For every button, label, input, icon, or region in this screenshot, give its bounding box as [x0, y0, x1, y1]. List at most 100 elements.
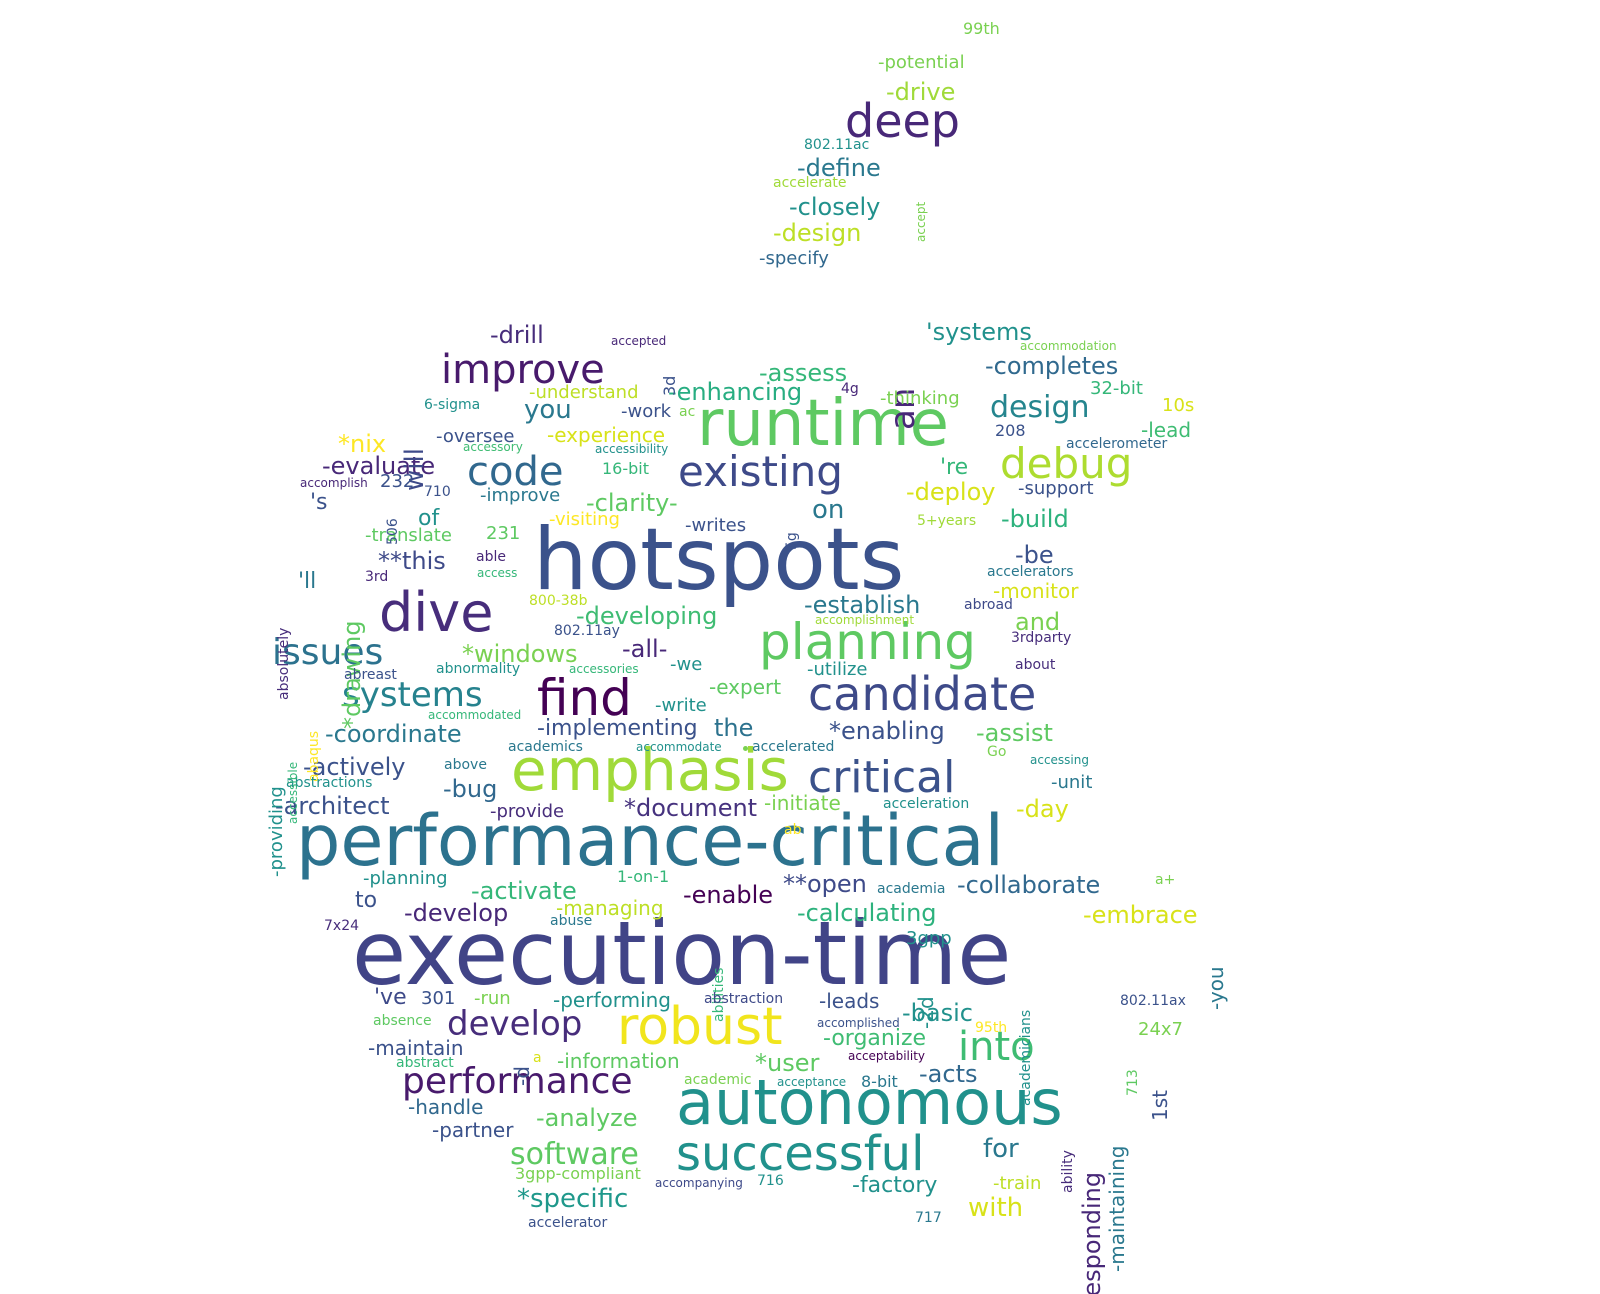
- word: deep: [845, 94, 960, 148]
- word: performance-critical: [296, 800, 1004, 882]
- word: -2d: [914, 996, 938, 1029]
- word: software: [510, 1137, 639, 1172]
- word: acceleration: [883, 796, 970, 812]
- word: -factory: [852, 1173, 938, 1198]
- word: -design: [773, 219, 862, 247]
- word: accessories: [569, 662, 639, 676]
- word: 24x7: [1138, 1019, 1184, 1040]
- word: Go: [987, 744, 1007, 760]
- word: -performing: [553, 988, 671, 1012]
- word: 3rd: [365, 569, 389, 585]
- word: -closely: [789, 193, 881, 221]
- word: **open: [783, 870, 867, 898]
- word: academicians: [1018, 1009, 1034, 1106]
- word: 8-bit: [861, 1072, 898, 1091]
- word: accommodated: [428, 708, 522, 722]
- word: the: [714, 714, 754, 742]
- word: 802.11ac: [804, 137, 870, 153]
- word: accommodation: [1020, 339, 1117, 353]
- word: -acts: [919, 1060, 978, 1088]
- word: 802.11ay: [554, 623, 620, 639]
- word: systems: [342, 675, 483, 715]
- word: into: [958, 1024, 1035, 1070]
- word: accessible: [286, 761, 300, 824]
- word: -writes: [685, 515, 747, 536]
- word: academic: [684, 1072, 752, 1088]
- word: accomplished: [817, 1016, 900, 1030]
- word: -oversee: [436, 426, 515, 447]
- word: -experience: [547, 423, 666, 447]
- word: accelerometer: [1066, 436, 1168, 452]
- word: -initiate: [764, 791, 841, 815]
- word: runtime: [697, 387, 950, 461]
- word: -understand: [529, 382, 639, 403]
- word: accessibility: [595, 442, 669, 456]
- word: for: [983, 1134, 1019, 1164]
- word: 710: [424, 484, 451, 500]
- word: above: [444, 757, 487, 773]
- word: issues: [272, 632, 384, 673]
- word: 's: [310, 490, 328, 515]
- word: 800-38b: [529, 593, 588, 609]
- word: you: [524, 395, 572, 425]
- word: access: [477, 566, 518, 580]
- word: -translate: [365, 525, 452, 546]
- word: *user: [755, 1049, 820, 1077]
- word: -activate: [471, 877, 577, 905]
- word: 're: [940, 455, 969, 480]
- word: 1st: [1148, 1090, 1172, 1121]
- word: ab: [784, 822, 802, 838]
- word: autonomous: [676, 1066, 1063, 1139]
- word: -calculating: [797, 899, 937, 927]
- word: -drive: [886, 78, 956, 106]
- word: accessing: [1030, 753, 1089, 767]
- word: -enable: [683, 881, 774, 909]
- word: and: [1015, 608, 1061, 636]
- word: -basic: [902, 999, 973, 1027]
- word: -we: [670, 654, 703, 675]
- word: -lead: [1141, 418, 1192, 442]
- word: -information: [557, 1049, 680, 1073]
- word: 506: [385, 518, 401, 545]
- word: -utilize: [807, 659, 868, 680]
- word: -define: [797, 154, 881, 182]
- word: 10s: [1162, 395, 1195, 416]
- word: -train: [993, 1173, 1042, 1194]
- word: absolutely: [276, 627, 292, 700]
- word: accept: [914, 201, 928, 242]
- word: 208: [995, 421, 1026, 440]
- word: robust: [617, 997, 783, 1057]
- word: *responding: [1078, 1171, 1106, 1294]
- word: hotspots: [533, 510, 905, 610]
- word: ability: [1060, 1150, 1076, 1193]
- word: -completes: [985, 352, 1119, 380]
- dot: [743, 746, 748, 751]
- word: find: [537, 669, 632, 727]
- word: abstractions: [286, 775, 373, 791]
- word: 232: [380, 471, 415, 492]
- word: accomplishment: [815, 613, 915, 627]
- word: 713: [1125, 1069, 1141, 1096]
- word: -bug: [443, 775, 498, 803]
- word: develop: [447, 1004, 583, 1044]
- word: -develop: [404, 899, 509, 927]
- word: performance: [402, 1061, 633, 1102]
- word: 32-bit: [1090, 378, 1143, 399]
- word: -leads: [819, 989, 880, 1013]
- word: -deploy: [906, 478, 996, 506]
- word: dive: [379, 581, 494, 644]
- word: -organize: [823, 1026, 927, 1051]
- word: -coordinate: [325, 720, 462, 748]
- word: 99th: [963, 19, 1000, 38]
- word: ac: [679, 404, 696, 420]
- word: candidate: [808, 667, 1037, 721]
- word: accepted: [611, 334, 667, 348]
- word: -build: [1001, 505, 1069, 533]
- word: with: [968, 1193, 1024, 1223]
- word: -planning: [363, 868, 448, 889]
- word: -potential: [878, 52, 965, 73]
- word: *document: [624, 794, 758, 822]
- word: -work: [621, 401, 672, 422]
- word: 7x24: [324, 918, 360, 934]
- word: *windows: [462, 640, 578, 668]
